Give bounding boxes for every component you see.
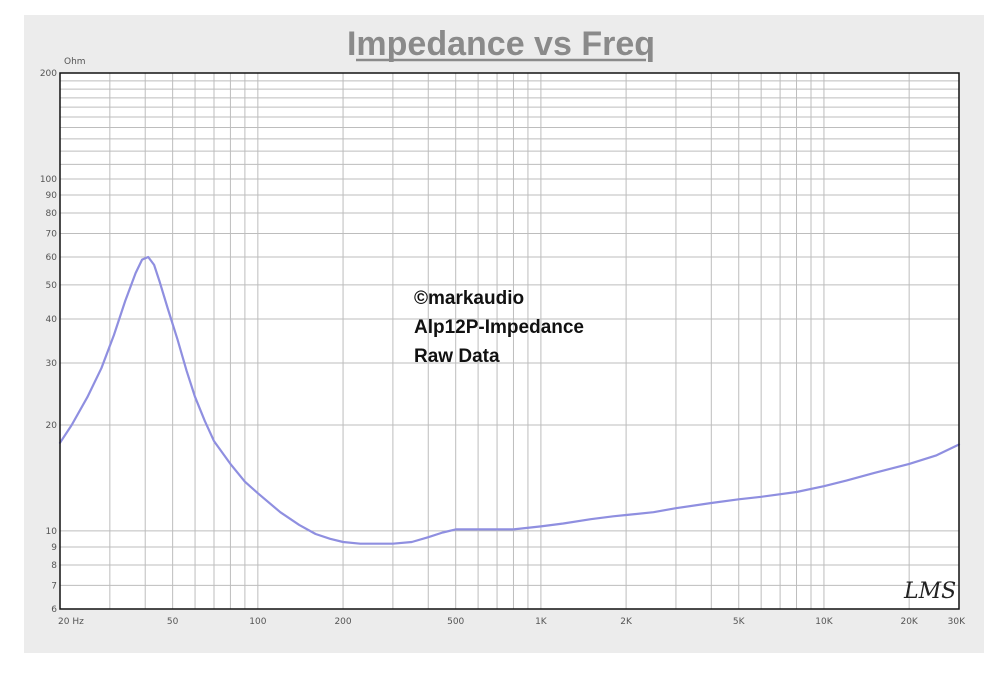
plot-border [59, 72, 960, 610]
y-tick-label: 200 [40, 69, 57, 79]
annotation: ©markaudio Alp12P-Impedance Raw Data [414, 288, 584, 367]
annotation-line-3: Raw Data [414, 346, 500, 367]
x-tick-label: 500 [447, 617, 464, 627]
x-tick-label: 30K [948, 617, 966, 627]
y-tick-label: 70 [46, 229, 58, 239]
grid [59, 72, 960, 610]
chart-title: Impedance vs Freq [347, 25, 655, 63]
x-tick-label: 50 [167, 617, 179, 627]
x-tick-label: 2K [620, 617, 633, 627]
annotation-line-1: ©markaudio [414, 288, 524, 309]
y-tick-label: 60 [46, 253, 58, 263]
lms-logo: LMS [903, 579, 956, 604]
y-tick-label: 90 [46, 191, 58, 201]
impedance-series-line [58, 255, 961, 545]
annotation-line-2: Alp12P-Impedance [414, 317, 584, 338]
y-tick-label: 40 [46, 315, 58, 325]
y-tick-label: 9 [51, 543, 57, 553]
y-axis-unit-label: Ohm [64, 57, 86, 67]
impedance-chart: Impedance vs Freq Ohm 20 Hz 50 100 200 500 1K… [40, 25, 966, 627]
y-tick-label: 100 [40, 175, 57, 185]
y-tick-label: 20 [46, 421, 58, 431]
plot-background [60, 73, 959, 609]
y-tick-label: 50 [46, 281, 58, 291]
y-tick-label: 30 [46, 359, 58, 369]
tick-labels: 20 Hz 50 100 200 500 1K 2K 5K 10K 20K 30K 6 7 8 9 10 20 3… [40, 69, 966, 627]
y-tick-label: 80 [46, 209, 58, 219]
x-tick-label: 5K [733, 617, 746, 627]
y-tick-label: 7 [51, 581, 57, 591]
y-tick-label: 8 [51, 561, 57, 571]
x-tick-label: 200 [334, 617, 351, 627]
x-tick-label: 20 Hz [58, 617, 84, 627]
x-tick-label: 100 [249, 617, 266, 627]
y-tick-label: 10 [46, 527, 58, 537]
x-tick-label: 20K [900, 617, 918, 627]
x-tick-label: 10K [815, 617, 833, 627]
y-tick-label: 6 [51, 605, 57, 615]
x-tick-label: 1K [535, 617, 548, 627]
chart-frame: Impedance vs Freq Ohm 20 Hz 50 100 200 500 1K… [24, 15, 984, 653]
